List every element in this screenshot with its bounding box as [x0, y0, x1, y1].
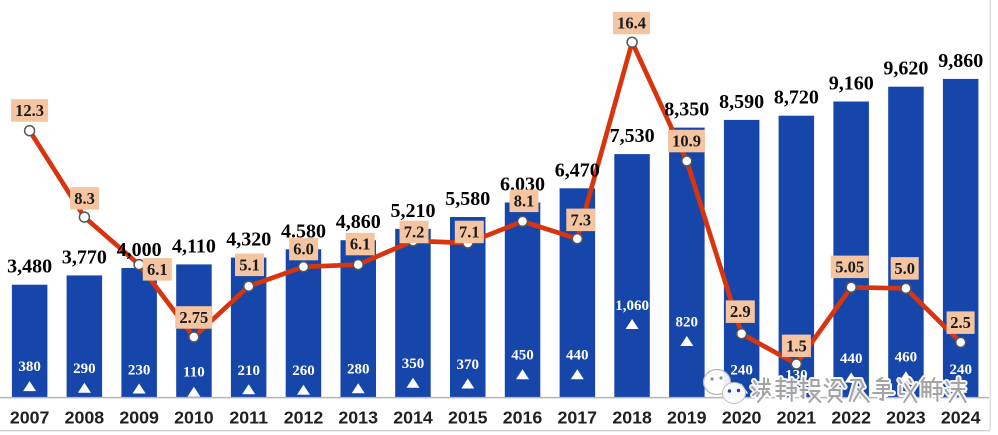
- svg-text:1,060: 1,060: [615, 298, 649, 314]
- svg-text:2007: 2007: [10, 408, 50, 428]
- svg-text:7.3: 7.3: [570, 210, 591, 229]
- svg-text:2022: 2022: [831, 408, 871, 428]
- svg-text:8,590: 8,590: [719, 91, 764, 113]
- svg-text:2009: 2009: [119, 408, 159, 428]
- svg-text:4,110: 4,110: [172, 235, 216, 257]
- svg-text:3,480: 3,480: [7, 256, 52, 278]
- svg-text:280: 280: [347, 362, 370, 378]
- svg-text:6.0: 6.0: [293, 240, 314, 259]
- svg-text:2.9: 2.9: [730, 302, 751, 321]
- svg-text:9,860: 9,860: [938, 50, 983, 72]
- svg-text:110: 110: [183, 365, 205, 381]
- svg-text:9,620: 9,620: [883, 58, 928, 80]
- svg-text:3,770: 3,770: [62, 246, 107, 268]
- svg-text:12.3: 12.3: [15, 101, 44, 120]
- svg-text:290: 290: [73, 361, 96, 377]
- svg-text:7.1: 7.1: [459, 223, 480, 242]
- svg-text:10.9: 10.9: [672, 132, 701, 151]
- svg-text:9,160: 9,160: [829, 73, 874, 95]
- svg-text:8,720: 8,720: [774, 87, 819, 109]
- svg-text:8,350: 8,350: [664, 99, 709, 121]
- svg-text:2008: 2008: [65, 408, 105, 428]
- svg-text:16.4: 16.4: [617, 14, 646, 33]
- svg-text:2023: 2023: [886, 408, 926, 428]
- svg-text:5.05: 5.05: [835, 257, 864, 276]
- svg-text:240: 240: [730, 363, 753, 379]
- svg-text:450: 450: [511, 347, 534, 363]
- svg-text:2.5: 2.5: [950, 313, 971, 332]
- svg-text:5.1: 5.1: [239, 256, 260, 275]
- svg-text:5,580: 5,580: [445, 188, 490, 210]
- svg-text:2014: 2014: [393, 408, 433, 428]
- svg-text:2016: 2016: [503, 408, 543, 428]
- svg-text:260: 260: [292, 363, 315, 379]
- svg-text:440: 440: [566, 347, 589, 363]
- svg-text:7,530: 7,530: [610, 125, 655, 147]
- svg-text:2024: 2024: [941, 408, 981, 428]
- svg-text:2019: 2019: [667, 408, 707, 428]
- svg-text:370: 370: [457, 357, 480, 373]
- svg-text:4.580: 4.580: [281, 220, 326, 242]
- svg-text:5.0: 5.0: [894, 259, 915, 278]
- svg-text:2011: 2011: [229, 408, 268, 428]
- svg-text:2021: 2021: [777, 408, 817, 428]
- svg-text:2010: 2010: [174, 408, 214, 428]
- svg-text:6.1: 6.1: [147, 260, 168, 279]
- svg-text:5,210: 5,210: [391, 200, 436, 222]
- svg-text:210: 210: [237, 363, 260, 379]
- svg-text:2020: 2020: [722, 408, 762, 428]
- svg-text:4,860: 4,860: [336, 211, 381, 233]
- svg-text:820: 820: [676, 315, 699, 331]
- svg-text:8.3: 8.3: [74, 189, 95, 208]
- svg-text:2012: 2012: [284, 408, 324, 428]
- svg-text:2.75: 2.75: [179, 308, 208, 327]
- svg-text:4,320: 4,320: [226, 229, 271, 251]
- svg-text:380: 380: [18, 359, 41, 375]
- svg-text:6.1: 6.1: [350, 235, 371, 254]
- svg-text:6,470: 6,470: [555, 159, 600, 181]
- svg-text:240: 240: [949, 362, 972, 378]
- svg-text:460: 460: [895, 349, 918, 365]
- svg-text:8.1: 8.1: [514, 191, 535, 210]
- svg-text:2017: 2017: [558, 408, 598, 428]
- svg-text:2015: 2015: [448, 408, 488, 428]
- svg-text:2018: 2018: [612, 408, 652, 428]
- svg-text:350: 350: [402, 356, 425, 372]
- svg-text:440: 440: [840, 351, 863, 367]
- svg-text:1.5: 1.5: [786, 336, 807, 355]
- svg-text:230: 230: [128, 362, 151, 378]
- svg-text:2013: 2013: [338, 408, 378, 428]
- svg-text:4,000: 4,000: [117, 239, 162, 261]
- svg-text:7.2: 7.2: [404, 223, 425, 242]
